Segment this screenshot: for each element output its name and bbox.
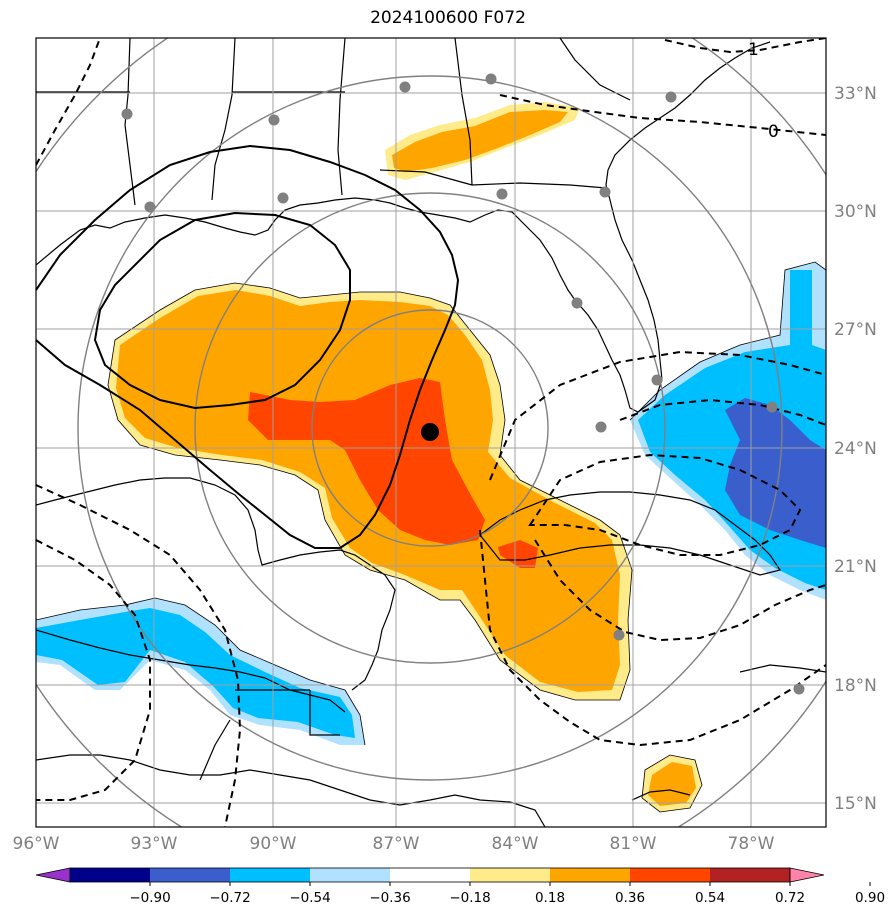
dashed-contour-south <box>479 529 826 747</box>
dashed-contour-loop <box>534 539 826 642</box>
lon-label: 84°W <box>492 834 539 854</box>
solid-contours <box>36 144 460 549</box>
range-ring-3 <box>77 75 783 781</box>
station-dot <box>144 201 156 213</box>
colorbar-frame <box>69 867 791 883</box>
station-dot <box>665 91 677 103</box>
anomaly-fill-0.72-main <box>248 378 485 545</box>
lat-label: 15°N <box>834 794 877 814</box>
colorbar-extend-high <box>789 867 825 883</box>
colorbar-tick-label: 0.90 <box>855 890 885 906</box>
station-dot <box>277 192 289 204</box>
lon-label: 87°W <box>373 834 420 854</box>
contour-label-1: 1 <box>748 40 759 60</box>
colorbar-segment <box>470 868 551 882</box>
anomaly-fill-0.54-southeast <box>648 762 696 806</box>
dashed-contour-west-2 <box>36 539 151 801</box>
anomaly-fill-0.72-small <box>498 540 538 568</box>
colorbar-segment <box>230 868 311 882</box>
lat-label: 27°N <box>834 320 877 340</box>
dashed-contour-nw <box>36 38 101 166</box>
contour-label-0: 0 <box>768 122 779 142</box>
longitude-labels: 96°W 93°W 90°W 87°W 84°W 81°W 78°W <box>13 834 775 854</box>
positive-anomaly-field <box>108 102 702 812</box>
station-dot <box>268 114 280 126</box>
lon-label: 90°W <box>250 834 297 854</box>
colorbar-tick-label: −0.72 <box>209 890 250 906</box>
station-dot <box>399 81 411 93</box>
colorbar-tick-label: −0.36 <box>369 890 410 906</box>
lat-label: 33°N <box>834 84 877 104</box>
dashed-contours <box>36 38 826 827</box>
plot-frame <box>35 37 827 828</box>
station-markers <box>121 73 805 695</box>
lat-label: 30°N <box>834 202 877 222</box>
colorbar-tick-label: 0.36 <box>615 890 645 906</box>
lat-label: 21°N <box>834 557 877 577</box>
anomaly-fill-0.54-north <box>392 110 568 172</box>
colorbar-segment <box>310 868 391 882</box>
solid-contour-outer <box>36 144 460 549</box>
lat-label: 24°N <box>834 439 877 459</box>
station-dot <box>599 186 611 198</box>
lon-label: 78°W <box>728 834 775 854</box>
colorbar-tick-label: 0.18 <box>535 890 565 906</box>
solid-contour-inner <box>93 211 351 410</box>
colorbar-tick-label: 0.72 <box>775 890 805 906</box>
station-dot <box>651 374 663 386</box>
colorbar-segment <box>150 868 231 882</box>
colorbar-segment <box>390 868 471 882</box>
lon-label: 96°W <box>13 834 60 854</box>
station-dot <box>766 401 778 413</box>
station-dot <box>595 421 607 433</box>
range-ring-1 <box>311 309 549 547</box>
colorbar-tick-label: −0.90 <box>129 890 170 906</box>
lat-label: 18°N <box>834 676 877 696</box>
station-dot <box>121 108 133 120</box>
anomaly-fill-neg-0.36-west <box>36 608 355 738</box>
colorbar-segment <box>70 868 151 882</box>
colorbar-segment <box>550 868 631 882</box>
station-dot <box>571 297 583 309</box>
colorbar-tick-label: −0.54 <box>289 890 330 906</box>
colorbar-tick-label: 0.54 <box>695 890 725 906</box>
gridlines <box>36 38 826 827</box>
storm-center-marker <box>421 423 439 441</box>
lon-label: 81°W <box>610 834 657 854</box>
lon-label: 93°W <box>131 834 178 854</box>
range-ring-2 <box>194 192 666 664</box>
colorbar-segment <box>710 868 791 882</box>
colorbar-extend-low <box>35 867 71 883</box>
range-rings <box>36 38 826 827</box>
dashed-contour-west-1 <box>36 484 242 827</box>
map-title: 2024100600 F072 <box>370 8 526 28</box>
colorbar-segment <box>630 868 711 882</box>
colorbar-tick-label: −0.18 <box>449 890 490 906</box>
dashed-contour-east-inner <box>528 453 802 556</box>
station-dot <box>485 73 497 85</box>
station-dot <box>793 683 805 695</box>
latitude-labels: 33°N 30°N 27°N 24°N 21°N 18°N 15°N <box>834 84 877 814</box>
station-dot <box>613 629 625 641</box>
dashed-contour-topright <box>664 38 826 54</box>
dashed-contour-east-outer <box>489 350 826 481</box>
colorbar: −0.90 −0.72 −0.54 −0.36 −0.18 0.18 0.36 0.54 0.7… <box>35 867 885 906</box>
station-dot <box>496 188 508 200</box>
